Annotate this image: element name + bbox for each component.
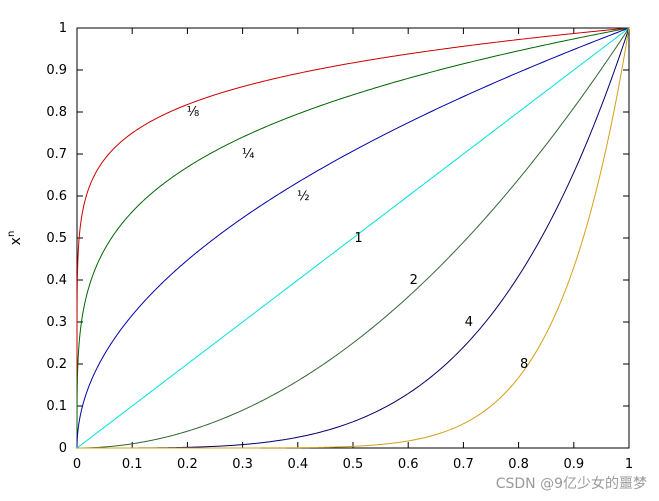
curve-line: [77, 27, 630, 449]
watermark: CSDN @9亿少女的噩梦: [495, 476, 647, 492]
x-tick-label: 0.5: [343, 457, 364, 472]
x-tick-label: 0.3: [232, 457, 253, 472]
x-tick-label: 1: [625, 457, 633, 472]
x-tick-label: 0.4: [287, 457, 308, 472]
y-tick-label: 0.6: [46, 189, 67, 204]
y-tick-label: 0.4: [46, 273, 67, 288]
x-tick-label: 0.2: [177, 457, 198, 472]
curve-line: [76, 27, 630, 448]
curve-label: ¼: [242, 147, 255, 162]
curve-label: 4: [465, 315, 473, 330]
y-axis-label: xn: [6, 231, 24, 246]
curve-line: [76, 27, 630, 448]
y-tick-label: 0.5: [46, 231, 67, 246]
x-tick-label: 0.6: [398, 457, 419, 472]
x-tick-label: 0.1: [122, 457, 143, 472]
y-tick-label: 0.9: [46, 63, 67, 78]
x-tick-label: 0.7: [453, 457, 474, 472]
curve-lines: [76, 27, 630, 449]
curve-labels: ⅛ ¼ ½ 1 2 4 8: [187, 105, 529, 372]
x-tick-label: 0: [73, 457, 81, 472]
curve-line: [76, 27, 630, 449]
axis-ticks: 0 0.1 0.2 0.3 0.4 0.5 0.6 0.7 0.8 0.9 1 0 0.1 0.2 0.3 0…: [46, 21, 633, 472]
y-tick-label: 0.3: [46, 315, 67, 330]
x-tick-label: 0.8: [508, 457, 529, 472]
y-tick-label: 0.1: [46, 399, 67, 414]
y-tick-label: 0.7: [46, 147, 67, 162]
y-tick-label: 1: [59, 21, 67, 36]
curve-line: [76, 27, 630, 448]
curve-label: 2: [410, 273, 418, 288]
curve-label: 8: [520, 357, 528, 372]
y-tick-label: 0.2: [46, 357, 67, 372]
y-tick-label: 0.8: [46, 105, 67, 120]
x-tick-label: 0.9: [563, 457, 584, 472]
curve-label: ½: [297, 189, 310, 204]
curve-label: 1: [354, 231, 362, 246]
curve-label: ⅛: [187, 105, 200, 120]
y-tick-label: 0: [59, 441, 67, 456]
